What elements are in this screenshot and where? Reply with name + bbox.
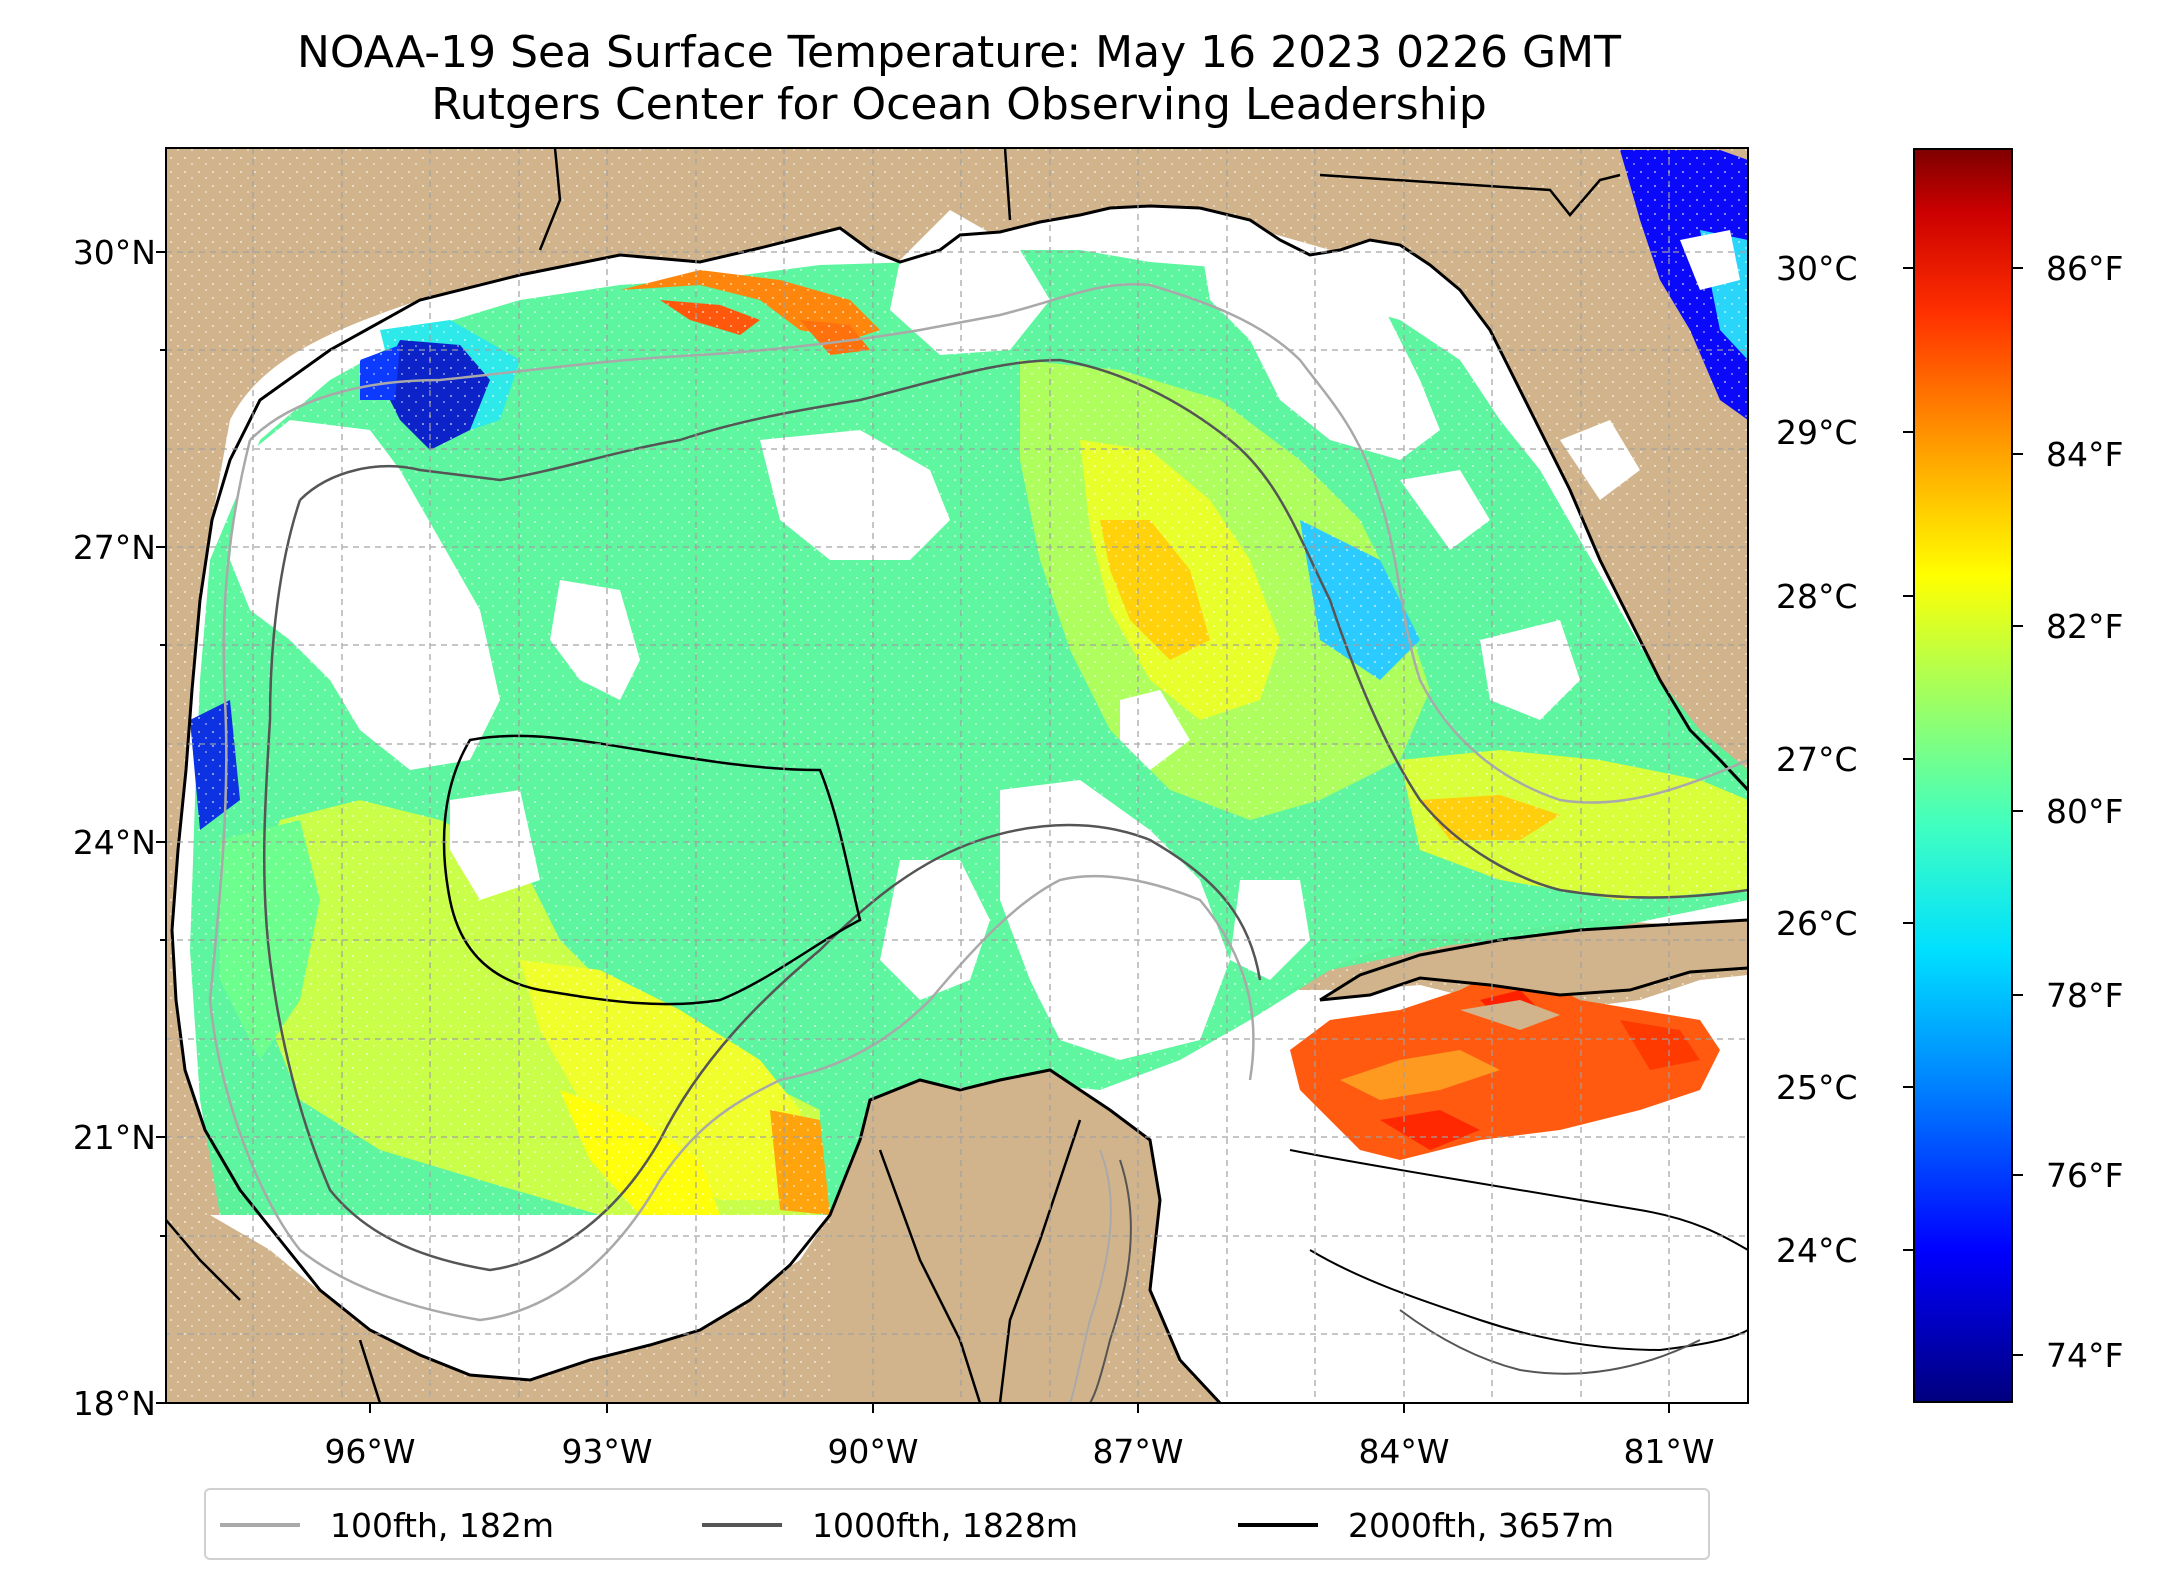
lon-label-96w: 96°W [324, 1432, 416, 1471]
sst-hot-patch [1290, 970, 1720, 1160]
colorbar-celsius-label: 26°C [1776, 904, 1858, 943]
lat-label-21n: 21°N [72, 1118, 156, 1157]
legend-label: 100fth, 182m [330, 1505, 554, 1545]
title-line-1: NOAA-19 Sea Surface Temperature: May 16 … [297, 27, 1621, 78]
lon-label-81w: 81°W [1623, 1432, 1715, 1471]
colorbar-fahrenheit-label: 82°F [2046, 607, 2124, 646]
legend-item-100fth: 100fth, 182m [220, 1504, 554, 1546]
lon-label-93w: 93°W [561, 1432, 653, 1471]
legend-label: 2000fth, 3657m [1348, 1505, 1614, 1545]
colorbar-celsius-label: 28°C [1776, 577, 1858, 616]
lat-label-30n: 30°N [72, 233, 156, 272]
colorbar-fahrenheit-label: 86°F [2046, 249, 2124, 288]
legend-item-1000fth: 1000fth, 1828m [702, 1504, 1078, 1546]
lon-label-87w: 87°W [1092, 1432, 1184, 1471]
colorbar-fahrenheit-label: 78°F [2046, 976, 2124, 1015]
lat-label-18n: 18°N [72, 1384, 156, 1423]
borders [166, 148, 1621, 1403]
colorbar-celsius-label: 29°C [1776, 413, 1858, 452]
colorbar-celsius-label: 30°C [1776, 249, 1858, 288]
colorbar-fahrenheit-label: 76°F [2046, 1156, 2124, 1195]
legend-swatch-line [1238, 1523, 1318, 1527]
colorbar-fahrenheit-label: 80°F [2046, 792, 2124, 831]
legend: 100fth, 182m 1000fth, 1828m 2000fth, 365… [204, 1488, 1710, 1560]
colorbar-celsius-label: 25°C [1776, 1068, 1858, 1107]
colorbar-fahrenheit-label: 84°F [2046, 435, 2124, 474]
coastline [198, 204, 1748, 792]
lon-label-84w: 84°W [1358, 1432, 1450, 1471]
legend-label: 1000fth, 1828m [812, 1505, 1078, 1545]
colorbar-fahrenheit-label: 74°F [2046, 1336, 2124, 1375]
lon-label-90w: 90°W [827, 1432, 919, 1471]
map-frame [165, 147, 1749, 1404]
colorbar [1913, 148, 2013, 1403]
gridlines [166, 148, 1748, 1403]
colorbar-celsius-label: 27°C [1776, 740, 1858, 779]
legend-swatch-line [702, 1523, 782, 1527]
legend-item-2000fth: 2000fth, 3657m [1238, 1504, 1614, 1546]
colorbar-celsius-label: 24°C [1776, 1231, 1858, 1270]
legend-swatch-line [220, 1523, 300, 1527]
lat-label-27n: 27°N [72, 528, 156, 567]
title-line-2: Rutgers Center for Ocean Observing Leade… [431, 79, 1487, 130]
lat-label-24n: 24°N [72, 823, 156, 862]
